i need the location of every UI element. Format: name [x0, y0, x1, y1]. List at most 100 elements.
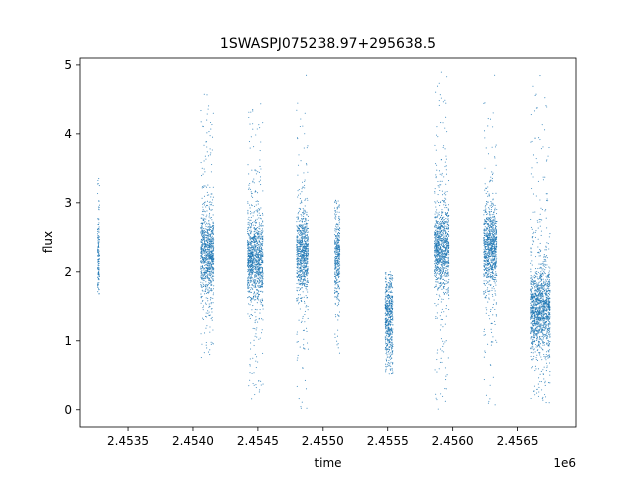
data-point	[387, 307, 389, 309]
data-point	[249, 182, 251, 185]
data-point	[260, 168, 262, 170]
data-point	[255, 210, 257, 212]
data-point	[434, 163, 437, 165]
data-point	[438, 263, 440, 265]
data-point	[249, 255, 251, 257]
data-point	[208, 311, 210, 313]
data-point	[205, 281, 207, 283]
data-point	[440, 253, 442, 255]
data-point	[387, 356, 389, 358]
data-point	[439, 296, 441, 298]
data-point	[436, 293, 438, 295]
data-point	[300, 407, 302, 409]
data-point	[211, 342, 213, 344]
data-point	[438, 253, 440, 255]
data-point	[208, 216, 210, 218]
data-point	[392, 353, 394, 355]
data-point	[298, 224, 300, 226]
data-point	[485, 251, 487, 253]
data-point	[302, 228, 304, 230]
data-point	[439, 173, 441, 175]
data-point	[386, 307, 388, 310]
data-point	[97, 183, 99, 185]
data-point	[335, 245, 337, 248]
data-point	[389, 355, 391, 358]
data-point	[386, 313, 388, 315]
data-point	[299, 233, 301, 235]
data-point	[385, 286, 387, 288]
data-point	[443, 254, 445, 256]
data-point	[247, 233, 249, 235]
data-point	[297, 102, 299, 104]
data-point	[302, 329, 304, 331]
data-point	[207, 259, 209, 261]
data-point	[440, 311, 443, 313]
data-point	[392, 277, 394, 279]
data-point	[434, 256, 436, 258]
data-point	[437, 303, 439, 305]
data-point	[388, 362, 390, 364]
data-point	[203, 234, 205, 236]
data-point	[443, 236, 445, 238]
data-point	[200, 231, 202, 233]
data-point	[206, 132, 208, 134]
data-point	[337, 272, 340, 274]
data-point	[210, 245, 212, 247]
data-point	[296, 341, 298, 343]
data-point	[204, 264, 206, 267]
data-point	[259, 251, 261, 253]
data-point	[252, 252, 254, 254]
data-point	[297, 164, 300, 166]
data-point	[299, 197, 301, 200]
data-point	[337, 275, 339, 277]
data-point	[200, 267, 202, 269]
data-point	[251, 269, 253, 271]
data-point	[211, 269, 214, 271]
data-point	[258, 212, 260, 214]
data-point	[438, 211, 440, 213]
data-point	[385, 325, 387, 328]
data-point	[262, 255, 264, 257]
data-point	[204, 221, 206, 223]
data-point	[338, 219, 340, 221]
data-point	[385, 319, 387, 321]
data-point	[210, 196, 212, 198]
data-point	[255, 134, 257, 136]
data-point	[253, 282, 255, 284]
data-point	[390, 291, 392, 294]
data-point	[260, 236, 262, 238]
data-point	[387, 342, 389, 344]
data-point	[259, 299, 261, 301]
data-point	[444, 262, 446, 264]
data-point	[205, 261, 207, 263]
data-point	[338, 247, 341, 249]
data-point	[302, 256, 304, 258]
data-point	[258, 257, 260, 259]
data-point	[249, 287, 251, 289]
data-point	[299, 280, 301, 282]
data-point	[388, 327, 390, 329]
data-point	[247, 201, 249, 203]
data-point	[256, 292, 258, 294]
data-point	[446, 222, 448, 224]
data-point	[208, 227, 210, 229]
data-point	[336, 201, 338, 203]
data-point	[258, 264, 260, 266]
data-point	[338, 232, 341, 234]
data-point	[336, 270, 338, 272]
data-point	[435, 305, 437, 307]
data-point	[210, 251, 212, 253]
data-point	[438, 262, 440, 264]
data-point	[251, 192, 253, 195]
data-point	[259, 127, 261, 129]
data-point	[304, 212, 306, 215]
data-point	[206, 262, 208, 264]
data-point	[297, 294, 300, 296]
data-point	[389, 279, 391, 281]
data-point	[201, 295, 203, 298]
data-point	[259, 337, 261, 339]
data-point	[250, 272, 252, 274]
data-point	[391, 351, 393, 353]
data-point	[97, 235, 99, 237]
data-point	[250, 223, 253, 225]
